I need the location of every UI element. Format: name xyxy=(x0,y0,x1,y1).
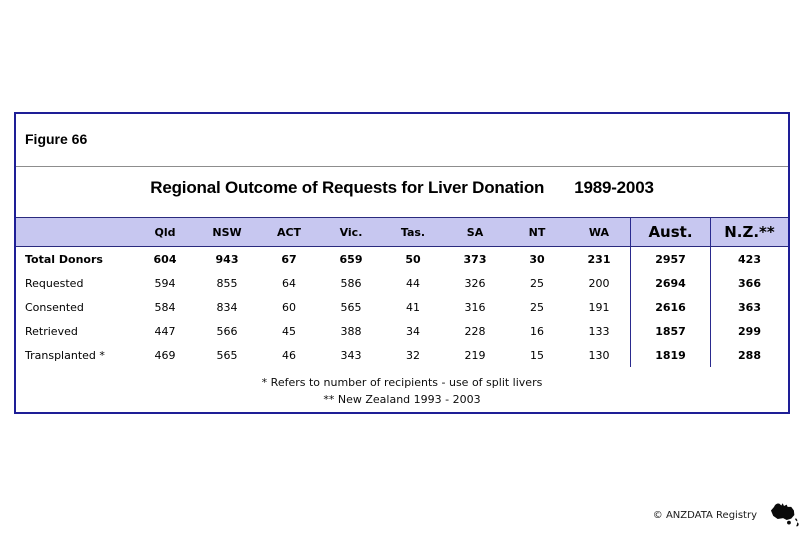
table-cell-nz: 299 xyxy=(710,319,788,343)
table-cell-nz: 366 xyxy=(710,271,788,295)
table-cell-nz: 363 xyxy=(710,295,788,319)
table-cell: 447 xyxy=(154,324,176,338)
table-cell: 586 xyxy=(340,276,362,290)
column-header-blank xyxy=(16,217,134,247)
table-cell: 584 xyxy=(154,300,176,314)
table-cell: 943 xyxy=(215,252,239,266)
table-cell: 565 xyxy=(340,300,362,314)
table-cell: 32 xyxy=(406,348,420,362)
column-header-qld: Qld xyxy=(134,217,196,247)
table-cell: 231 xyxy=(587,252,611,266)
table-cell: 44 xyxy=(406,276,420,290)
table-footnotes: * Refers to number of recipients - use o… xyxy=(16,374,788,408)
slide-footer: © ANZDATA Registry xyxy=(653,499,802,531)
table-cell: 67 xyxy=(281,252,297,266)
table-cell: 834 xyxy=(216,300,238,314)
table-cell: 191 xyxy=(588,300,610,314)
table-cell: 659 xyxy=(339,252,363,266)
row-label-total-donors: Total Donors xyxy=(25,252,103,266)
table-cell: 326 xyxy=(464,276,486,290)
column-header-aust: Aust. xyxy=(630,217,710,247)
australia-nz-map-icon xyxy=(766,499,802,531)
table-title: Regional Outcome of Requests for Liver D… xyxy=(16,178,788,198)
table-cell: 130 xyxy=(588,348,610,362)
column-header-sa: SA xyxy=(444,217,506,247)
table-cell: 373 xyxy=(463,252,487,266)
table-cell: 45 xyxy=(282,324,296,338)
table-cell: 16 xyxy=(530,324,544,338)
table-cell: 30 xyxy=(529,252,545,266)
data-table: Qld NSW ACT Vic. Tas. SA NT WA Aust. N.Z… xyxy=(16,217,788,367)
row-label-consented: Consented xyxy=(25,300,84,314)
table-cell: 60 xyxy=(282,300,296,314)
table-cell: 46 xyxy=(282,348,296,362)
column-header-tas: Tas. xyxy=(382,217,444,247)
row-label-requested: Requested xyxy=(25,276,84,290)
figure-number-label: Figure 66 xyxy=(25,131,88,147)
table-cell: 604 xyxy=(153,252,177,266)
figure-table-panel: Figure 66 Regional Outcome of Requests f… xyxy=(14,112,790,414)
table-cell: 566 xyxy=(216,324,238,338)
row-label-transplanted: Transplanted * xyxy=(25,348,105,362)
table-cell: 25 xyxy=(530,276,544,290)
table-cell: 316 xyxy=(464,300,486,314)
table-cell-nz: 288 xyxy=(710,343,788,367)
table-cell-nz: 423 xyxy=(710,247,788,271)
row-label-retrieved: Retrieved xyxy=(25,324,78,338)
table-cell: 219 xyxy=(464,348,486,362)
table-cell: 15 xyxy=(530,348,544,362)
table-cell-aust: 2957 xyxy=(630,247,710,271)
table-title-years: 1989-2003 xyxy=(574,178,654,197)
column-header-nt: NT xyxy=(506,217,568,247)
column-header-nz: N.Z.** xyxy=(710,217,788,247)
column-header-nsw: NSW xyxy=(196,217,258,247)
table-cell: 228 xyxy=(464,324,486,338)
table-cell: 565 xyxy=(216,348,238,362)
footnote-nz-years: ** New Zealand 1993 - 2003 xyxy=(323,393,481,406)
table-cell: 25 xyxy=(530,300,544,314)
footnote-split-livers: * Refers to number of recipients - use o… xyxy=(261,376,543,389)
table-cell: 343 xyxy=(340,348,362,362)
column-header-wa: WA xyxy=(568,217,630,247)
table-cell: 50 xyxy=(405,252,421,266)
table-cell-aust: 1819 xyxy=(630,343,710,367)
header-divider xyxy=(16,166,788,167)
table-cell: 41 xyxy=(406,300,420,314)
table-cell: 469 xyxy=(154,348,176,362)
table-cell: 64 xyxy=(282,276,296,290)
table-cell: 200 xyxy=(588,276,610,290)
column-header-act: ACT xyxy=(258,217,320,247)
column-header-vic: Vic. xyxy=(320,217,382,247)
table-cell: 34 xyxy=(406,324,420,338)
anzdata-credit: © ANZDATA Registry xyxy=(652,509,757,521)
table-cell-aust: 1857 xyxy=(630,319,710,343)
table-cell-aust: 2616 xyxy=(630,295,710,319)
table-cell: 855 xyxy=(216,276,238,290)
table-cell: 594 xyxy=(154,276,176,290)
table-cell: 133 xyxy=(588,324,610,338)
table-title-text: Regional Outcome of Requests for Liver D… xyxy=(150,178,545,197)
table-cell: 388 xyxy=(340,324,362,338)
table-cell-aust: 2694 xyxy=(630,271,710,295)
